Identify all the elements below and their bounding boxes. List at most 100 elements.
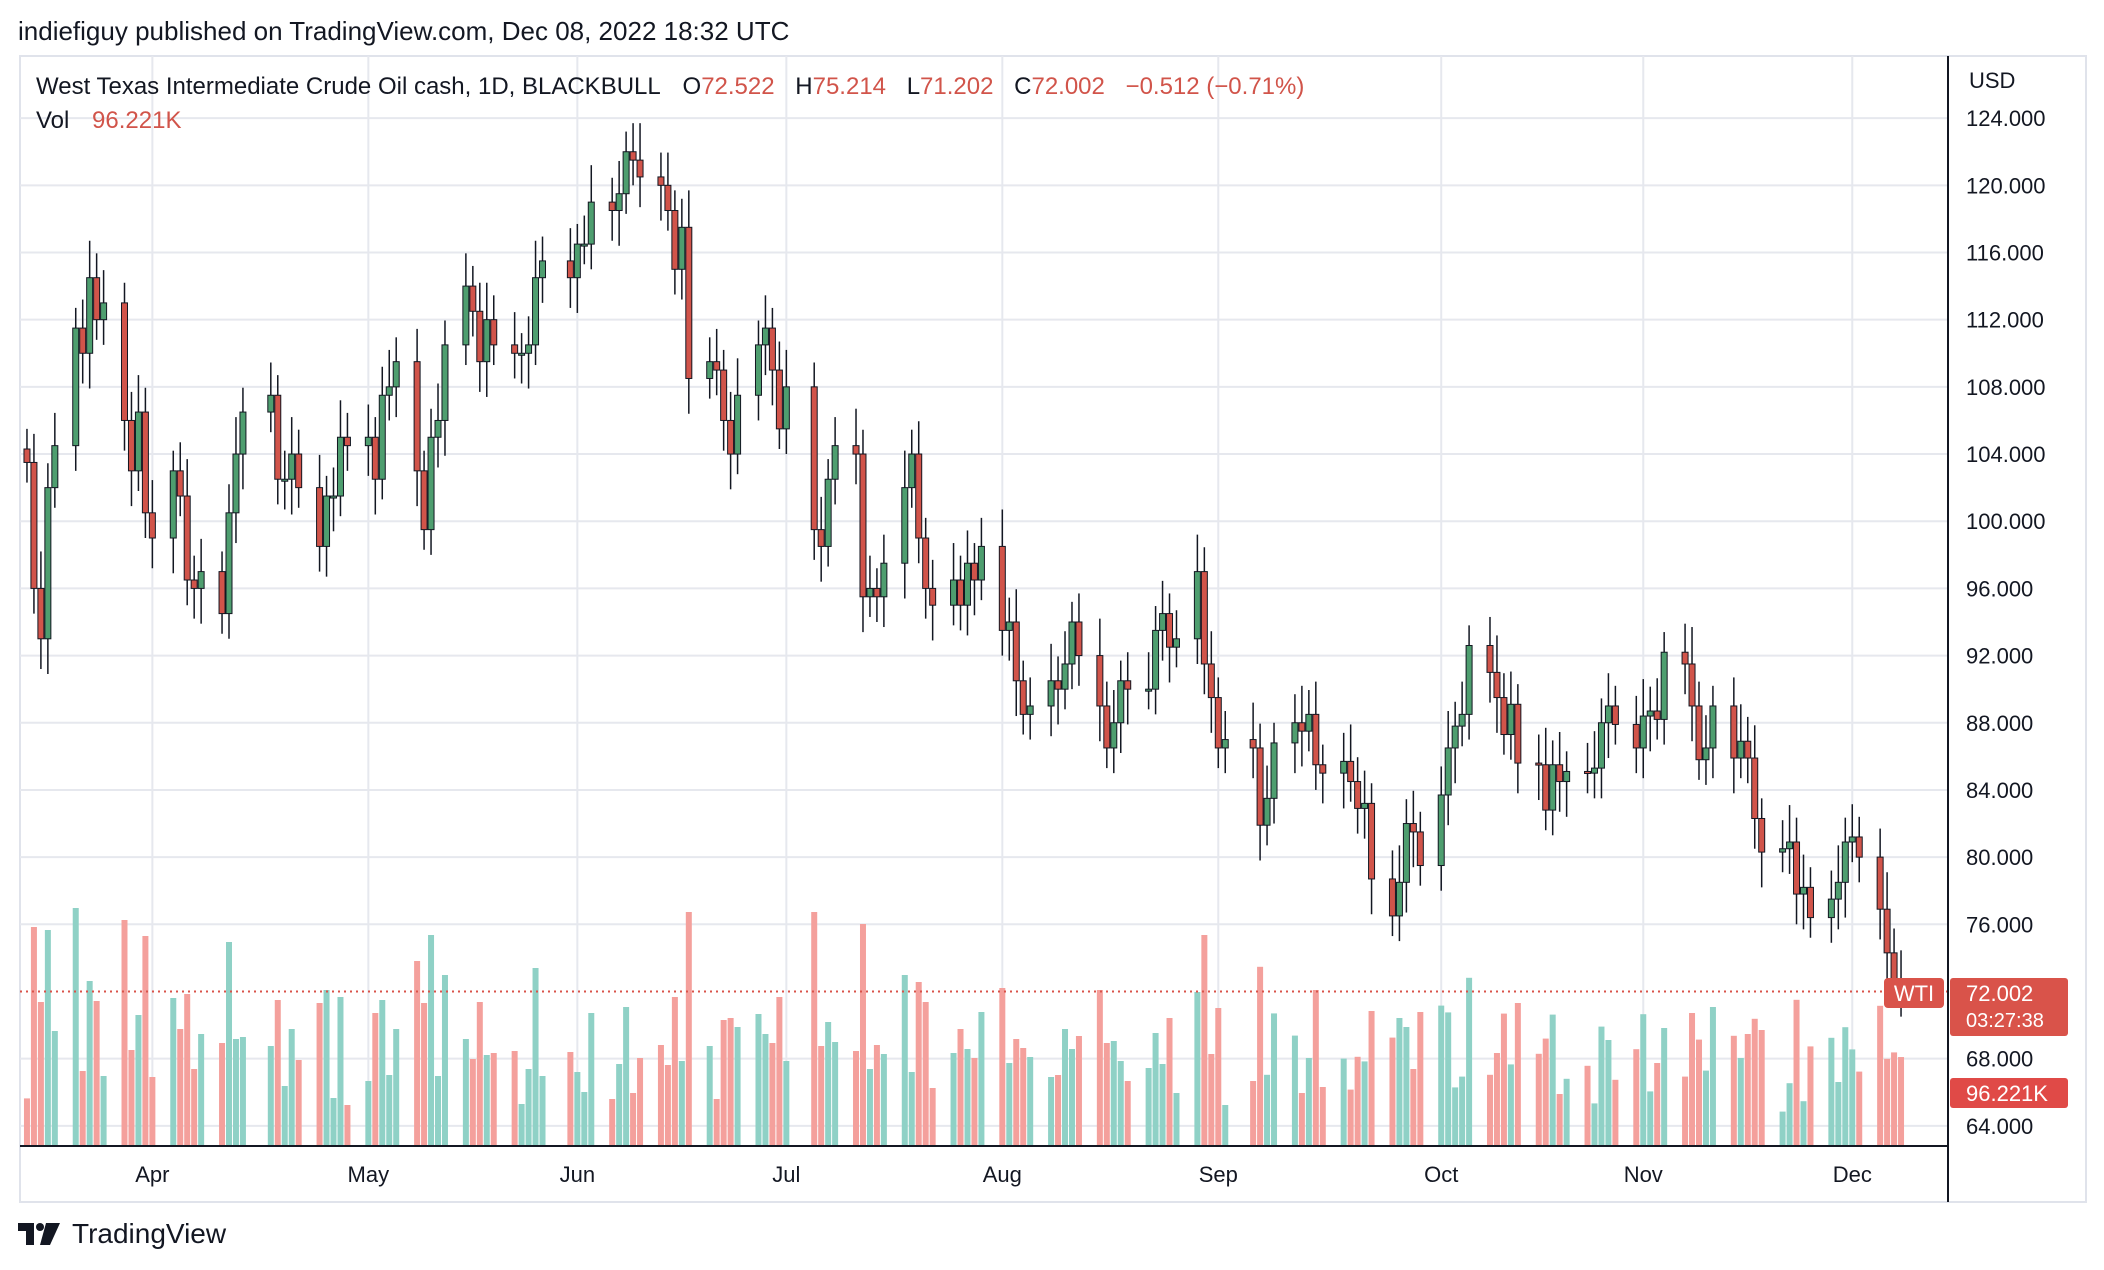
candle-body (295, 453, 303, 489)
candle-body (100, 302, 108, 321)
volume-bar (1786, 1083, 1793, 1146)
legend-symbol[interactable]: West Texas Intermediate Crude Oil cash, … (36, 73, 660, 100)
candle-body (1458, 713, 1466, 727)
volume-bar (428, 935, 435, 1146)
volume-bar (664, 1065, 671, 1146)
candle-body (30, 461, 38, 589)
candle-body (525, 344, 533, 354)
footer-brand[interactable]: TradingView (18, 1218, 226, 1250)
x-tick-label[interactable]: Jun (560, 1162, 595, 1187)
x-tick-label[interactable]: Dec (1833, 1162, 1872, 1187)
candle-body (782, 386, 790, 430)
candle-body (671, 210, 679, 270)
candle-body (1632, 723, 1640, 749)
candle-body (657, 176, 665, 186)
volume-bar (616, 1064, 623, 1146)
candle-body (23, 448, 31, 463)
volume-bar (818, 1046, 825, 1146)
candle-body (859, 453, 867, 598)
y-tick-label: 80.000 (1966, 845, 2033, 870)
candle-body (1848, 836, 1856, 843)
candle-body (1124, 680, 1132, 690)
volume-bar (1633, 1049, 1640, 1146)
x-tick-label[interactable]: Sep (1199, 1162, 1238, 1187)
author-name[interactable]: indiefiguy (18, 16, 128, 46)
candle-body (225, 512, 233, 615)
legend-high: 75.214 (813, 73, 886, 100)
volume-bar (1744, 1034, 1751, 1146)
volume-bar (1849, 1049, 1856, 1146)
volume-bar (1758, 1030, 1765, 1146)
candle-body (462, 285, 470, 346)
x-tick-label[interactable]: May (348, 1162, 390, 1187)
price-axis-ticks: 124.000 120.000 116.000 112.000 108.000 104.0… (1966, 106, 2046, 1139)
x-tick-label[interactable]: Aug (983, 1162, 1022, 1187)
footer-brand-label: TradingView (72, 1218, 227, 1249)
candle-body (957, 579, 965, 606)
candle-body (1026, 705, 1034, 715)
volume-bar (79, 1071, 86, 1146)
candle-body (1110, 722, 1118, 749)
candle-body (573, 243, 581, 279)
volume-bar (1020, 1048, 1027, 1146)
candle-body (880, 562, 888, 598)
volume-bar (1709, 1007, 1716, 1146)
volume-bar (135, 1015, 142, 1146)
candle-body (824, 478, 832, 547)
volume-bar (567, 1052, 574, 1146)
volume-bar (1612, 1079, 1619, 1146)
volume-bar (859, 924, 866, 1146)
legend-change: −0.512 (−0.71%) (1126, 73, 1305, 100)
x-tick-label[interactable]: Jul (772, 1162, 800, 1187)
volume-bar (393, 1029, 400, 1146)
candle-body (1012, 621, 1020, 682)
volume-bar (1640, 1014, 1647, 1146)
candle-body (664, 184, 672, 212)
x-tick-label[interactable]: Nov (1624, 1162, 1663, 1187)
volume-bar (239, 1037, 246, 1146)
volume-bar (1842, 1027, 1849, 1146)
x-tick-label[interactable]: Apr (135, 1162, 169, 1187)
candle-body (1660, 651, 1668, 720)
candle-body (239, 411, 247, 455)
symbol-badge[interactable]: WTI (1884, 978, 1944, 1008)
volume-bar (1354, 1056, 1361, 1146)
volume-bar (1647, 1091, 1654, 1146)
candle-body (1793, 841, 1801, 895)
candle-body (1193, 571, 1201, 640)
candle-body (1695, 705, 1703, 761)
candlesticks[interactable] (23, 123, 1905, 1017)
candle-body (1604, 705, 1612, 724)
y-tick-label: 76.000 (1966, 912, 2033, 937)
volume-bar (226, 942, 233, 1146)
candle-body (420, 470, 428, 531)
volume-bar (1166, 1018, 1173, 1146)
countdown: 03:27:38 (1966, 1010, 2044, 1032)
volume-bar (386, 1075, 393, 1146)
volume-bar (518, 1104, 525, 1146)
volume-bar (1201, 935, 1208, 1146)
candle-body (169, 470, 177, 539)
candle-body (1688, 663, 1696, 707)
volume-bar (1062, 1029, 1069, 1146)
time-axis-ticks[interactable]: Apr May Jun Jul Aug Sep Oct Nov Dec (135, 1162, 1872, 1187)
candle-body (232, 453, 240, 514)
candle-body (1159, 613, 1167, 631)
volume-bar (93, 1001, 100, 1146)
volume-bar (1096, 990, 1103, 1146)
x-tick-label[interactable]: Oct (1424, 1162, 1458, 1187)
candle-body (1563, 770, 1571, 783)
candle-body (1416, 831, 1424, 867)
candle-body (636, 159, 644, 178)
candle-body (1737, 740, 1745, 759)
volume-bar (964, 1049, 971, 1146)
candle-body (218, 571, 226, 615)
candle-body (1611, 705, 1619, 725)
volume-bar (1486, 1074, 1493, 1146)
volume-bar (853, 1051, 860, 1146)
volume-bar (769, 1043, 776, 1146)
candle-body (1876, 856, 1884, 910)
volume-bar (678, 1061, 685, 1146)
candle-body (1730, 705, 1738, 759)
